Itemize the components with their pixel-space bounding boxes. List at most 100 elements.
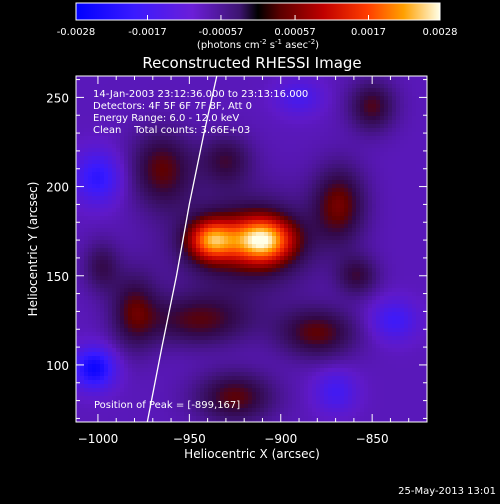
- heatmap-cell: [328, 240, 333, 245]
- heatmap-cell: [100, 144, 105, 149]
- heatmap-cell: [388, 204, 393, 209]
- heatmap-cell: [356, 92, 361, 97]
- heatmap-cell: [324, 104, 329, 109]
- heatmap-cell: [356, 248, 361, 253]
- heatmap-cell: [376, 224, 381, 229]
- heatmap-cell: [80, 180, 85, 185]
- heatmap-cell: [396, 112, 401, 117]
- heatmap-cell: [372, 212, 377, 217]
- heatmap-cell: [328, 104, 333, 109]
- heatmap-cell: [396, 128, 401, 133]
- heatmap-cell: [264, 180, 269, 185]
- heatmap-cell: [136, 292, 141, 297]
- heatmap-cell: [272, 132, 277, 137]
- heatmap-cell: [336, 224, 341, 229]
- heatmap-cell: [140, 300, 145, 305]
- heatmap-cell: [348, 272, 353, 277]
- heatmap-cell: [408, 220, 413, 225]
- heatmap-cell: [272, 192, 277, 197]
- heatmap-cell: [396, 296, 401, 301]
- heatmap-cell: [280, 144, 285, 149]
- heatmap-cell: [224, 232, 229, 237]
- heatmap-cell: [316, 136, 321, 141]
- heatmap-cell: [420, 112, 425, 117]
- heatmap-cell: [88, 204, 93, 209]
- heatmap-cell: [228, 288, 233, 293]
- heatmap-cell: [268, 148, 273, 153]
- heatmap-cell: [204, 80, 209, 85]
- heatmap-cell: [204, 288, 209, 293]
- heatmap-cell: [372, 296, 377, 301]
- heatmap-cell: [320, 132, 325, 137]
- heatmap-cell: [204, 256, 209, 261]
- heatmap-cell: [160, 188, 165, 193]
- heatmap-cell: [256, 172, 261, 177]
- heatmap-cell: [196, 80, 201, 85]
- heatmap-cell: [396, 240, 401, 245]
- heatmap-cell: [232, 180, 237, 185]
- heatmap-cell: [164, 160, 169, 165]
- heatmap-cell: [328, 120, 333, 125]
- heatmap-cell: [256, 80, 261, 85]
- heatmap-cell: [120, 288, 125, 293]
- heatmap-cell: [84, 228, 89, 233]
- heatmap-cell: [320, 140, 325, 145]
- heatmap-cell: [360, 144, 365, 149]
- heatmap-cell: [412, 248, 417, 253]
- heatmap-cell: [284, 264, 289, 269]
- heatmap-cell: [240, 272, 245, 277]
- heatmap-cell: [316, 160, 321, 165]
- heatmap-cell: [372, 276, 377, 281]
- heatmap-cell: [88, 124, 93, 129]
- heatmap-cell: [236, 260, 241, 265]
- heatmap-cell: [112, 192, 117, 197]
- heatmap-cell: [300, 252, 305, 257]
- heatmap-cell: [372, 128, 377, 133]
- heatmap-cell: [92, 80, 97, 85]
- heatmap-cell: [400, 224, 405, 229]
- heatmap-cell: [140, 244, 145, 249]
- heatmap-cell: [204, 268, 209, 273]
- heatmap-cell: [380, 212, 385, 217]
- heatmap-cell: [384, 116, 389, 121]
- heatmap-cell: [356, 240, 361, 245]
- heatmap-cell: [292, 164, 297, 169]
- heatmap-cell: [348, 244, 353, 249]
- heatmap-cell: [316, 280, 321, 285]
- heatmap-cell: [104, 148, 109, 153]
- heatmap-cell: [312, 164, 317, 169]
- heatmap-cell: [248, 240, 253, 245]
- heatmap-cell: [272, 164, 277, 169]
- heatmap-cell: [128, 272, 133, 277]
- heatmap-cell: [272, 168, 277, 173]
- heatmap-cell: [380, 204, 385, 209]
- heatmap-cell: [104, 208, 109, 213]
- heatmap-cell: [248, 284, 253, 289]
- heatmap-cell: [164, 212, 169, 217]
- heatmap-cell: [356, 164, 361, 169]
- heatmap-cell: [384, 204, 389, 209]
- heatmap-cell: [416, 216, 421, 221]
- heatmap-cell: [100, 240, 105, 245]
- heatmap-cell: [308, 260, 313, 265]
- heatmap-cell: [76, 208, 81, 213]
- heatmap-cell: [216, 208, 221, 213]
- heatmap-cell: [212, 260, 217, 265]
- heatmap-cell: [88, 188, 93, 193]
- heatmap-cell: [196, 216, 201, 221]
- heatmap-cell: [164, 224, 169, 229]
- heatmap-cell: [348, 168, 353, 173]
- heatmap-cell: [348, 108, 353, 113]
- heatmap-cell: [304, 108, 309, 113]
- heatmap-cell: [100, 188, 105, 193]
- heatmap-cell: [112, 268, 117, 273]
- heatmap-cell: [400, 124, 405, 129]
- heatmap-cell: [400, 260, 405, 265]
- heatmap-cell: [80, 300, 85, 305]
- heatmap-cell: [348, 296, 353, 301]
- heatmap-cell: [396, 260, 401, 265]
- heatmap-cell: [124, 188, 129, 193]
- heatmap-cell: [280, 264, 285, 269]
- heatmap-cell: [80, 192, 85, 197]
